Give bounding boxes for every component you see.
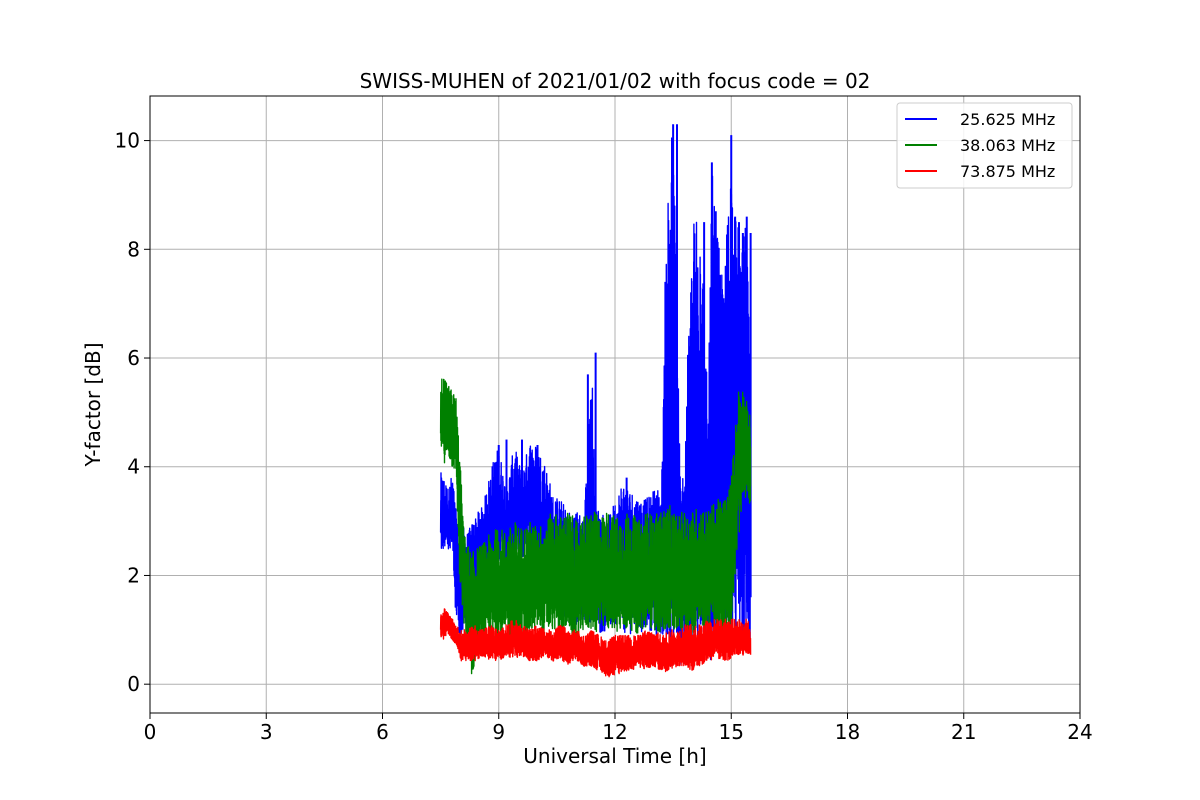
series-line	[439, 378, 752, 675]
x-tick-label: 9	[492, 720, 505, 744]
legend-label: 73.875 MHz	[960, 162, 1055, 181]
x-tick-label: 21	[951, 720, 976, 744]
series-layer	[439, 124, 752, 678]
y-tick-label: 4	[127, 455, 140, 479]
y-tick-label: 2	[127, 563, 140, 587]
legend: 25.625 MHz 38.063 MHz 73.875 MHz	[896, 102, 1073, 189]
x-axis-title: Universal Time [h]	[523, 744, 706, 768]
y-axis-title: Y-factor [dB]	[81, 342, 105, 467]
series-line	[439, 608, 752, 678]
x-tick-label: 18	[835, 720, 860, 744]
chart-title: SWISS-MUHEN of 2021/01/02 with focus cod…	[360, 69, 871, 93]
legend-box	[896, 102, 1073, 189]
x-tick-label: 24	[1067, 720, 1092, 744]
y-tick-label: 8	[127, 237, 140, 261]
y-tick-label: 0	[127, 672, 140, 696]
legend-label: 38.063 MHz	[960, 136, 1055, 155]
x-tick-label: 6	[376, 720, 389, 744]
legend-label: 25.625 MHz	[960, 110, 1055, 129]
x-tick-label: 15	[719, 720, 744, 744]
y-tick-label: 10	[115, 129, 140, 153]
y-tick-label: 6	[127, 346, 140, 370]
x-tick-label: 0	[144, 720, 157, 744]
x-tick-label: 3	[260, 720, 273, 744]
x-tick-label: 12	[602, 720, 627, 744]
